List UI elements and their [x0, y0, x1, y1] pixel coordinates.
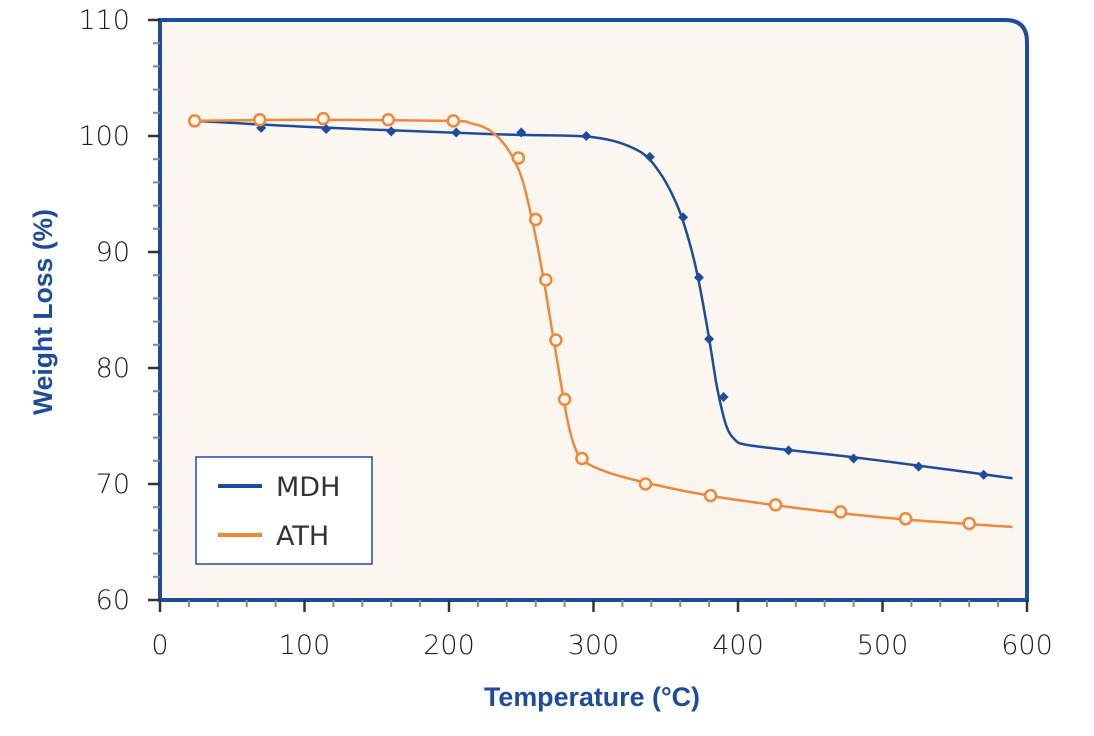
- data-point-mdh: [718, 392, 729, 402]
- data-point-mdh: [848, 453, 859, 464]
- data-point-mdh: [704, 334, 715, 344]
- data-point-ath: [833, 505, 848, 519]
- data-point-ath: [187, 114, 202, 128]
- data-point-mdh: [581, 131, 592, 141]
- x-axis-title: Temperature (°C): [484, 682, 700, 712]
- data-point-mdh: [516, 127, 527, 138]
- x-tick-label: 200: [423, 630, 475, 661]
- data-point-ath: [557, 392, 572, 407]
- data-point-mdh: [783, 445, 794, 456]
- legend: MDH ATH: [195, 456, 373, 565]
- data-point-ath: [446, 114, 461, 128]
- axis-ticks: 60 70 80 90 100 110 0 100 200 300 400 500 600: [78, 5, 1052, 661]
- y-tick-label: 100: [78, 121, 130, 152]
- data-point-mdh: [451, 127, 462, 138]
- data-point-ath: [898, 512, 913, 526]
- data-point-ath: [539, 273, 553, 287]
- data-point-ath: [252, 113, 267, 127]
- x-tick-label: 500: [857, 630, 909, 661]
- y-axis-title: Weight Loss (%): [28, 209, 58, 415]
- data-point-ath: [316, 111, 331, 126]
- y-tick-label: 110: [78, 5, 130, 36]
- y-tick-label: 70: [96, 469, 130, 500]
- y-tick-label: 90: [96, 237, 130, 268]
- x-tick-label: 0: [151, 630, 168, 661]
- data-point-mdh: [678, 212, 689, 223]
- data-point-ath: [381, 113, 396, 127]
- x-tick-label: 600: [1001, 630, 1053, 661]
- x-tick-label: 100: [279, 630, 331, 661]
- data-point-ath: [703, 488, 718, 503]
- x-tick-label: 300: [568, 630, 620, 661]
- data-point-mdh: [321, 124, 332, 135]
- data-point-ath: [638, 477, 653, 491]
- data-point-mdh: [386, 126, 397, 137]
- plot-area: [158, 18, 1029, 602]
- x-tick-label: 400: [712, 630, 764, 661]
- series-layer: [187, 111, 1013, 531]
- legend-label-ath: ATH: [276, 521, 329, 552]
- data-point-mdh: [978, 469, 989, 480]
- data-point-mdh: [913, 461, 924, 472]
- data-point-mdh: [644, 151, 655, 162]
- data-point-ath: [511, 151, 526, 165]
- data-point-ath: [528, 212, 543, 227]
- data-point-ath: [575, 451, 589, 466]
- y-tick-label: 60: [96, 585, 130, 616]
- legend-box: [195, 456, 373, 565]
- legend-label-mdh: MDH: [276, 472, 340, 503]
- y-tick-label: 80: [96, 353, 130, 384]
- data-point-ath: [962, 516, 976, 531]
- data-point-mdh: [693, 272, 704, 283]
- data-point-ath: [549, 333, 563, 347]
- data-point-ath: [768, 498, 783, 512]
